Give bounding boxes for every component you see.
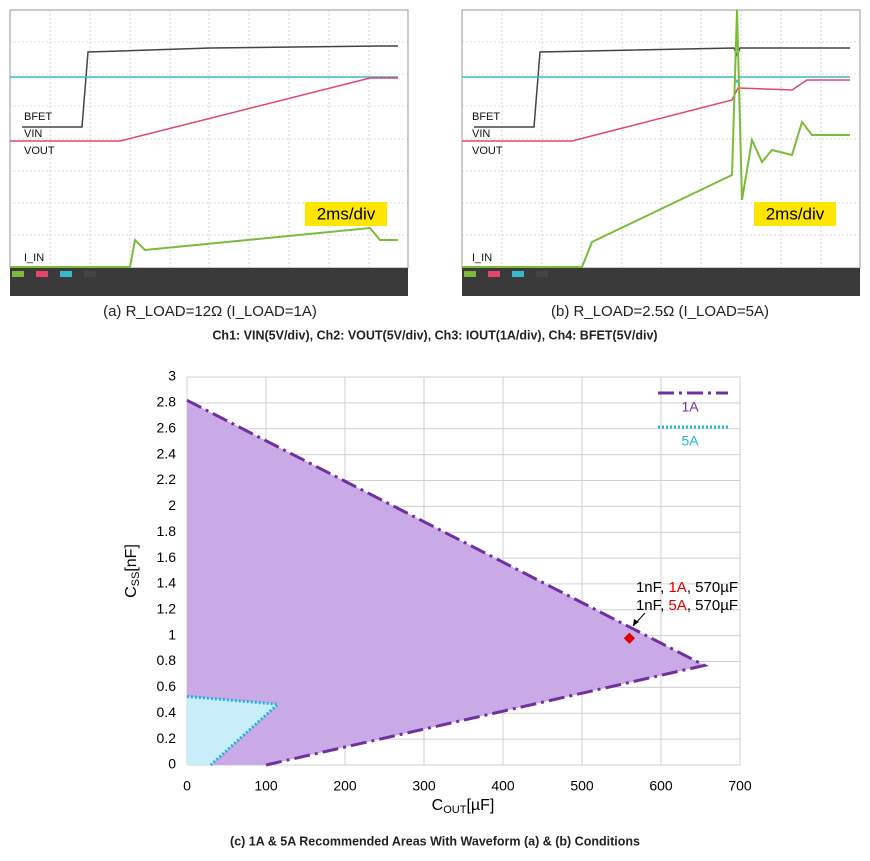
boundary-line bbox=[186, 398, 709, 767]
trace-label: I_IN bbox=[24, 252, 44, 264]
axis-title: CSS[nF] bbox=[123, 544, 142, 598]
y-tick-label: 2 bbox=[168, 497, 176, 513]
timebase: 2ms/div bbox=[317, 204, 376, 223]
x-tick-label: 100 bbox=[254, 778, 278, 794]
y-tick-label: 0.2 bbox=[157, 730, 177, 746]
axis-title-part: C bbox=[432, 797, 444, 814]
caption-b: (b) R_LOAD=2.5Ω (I_LOAD=5A) bbox=[551, 303, 769, 320]
y-tick-label: 2.6 bbox=[157, 419, 177, 435]
y-tick-label: 0.6 bbox=[157, 678, 177, 694]
y-tick-label: 2.4 bbox=[157, 445, 177, 461]
axis-title-part: SS bbox=[130, 572, 142, 587]
y-tick-label: 3 bbox=[168, 368, 176, 384]
axis-title-part: C bbox=[123, 586, 140, 598]
annotation-part: , 570µF bbox=[687, 597, 738, 614]
annotation: 1nF, 1A, 570µF bbox=[636, 579, 738, 596]
x-tick-label: 700 bbox=[728, 778, 752, 794]
y-tick-label: 0.4 bbox=[157, 704, 177, 720]
trace-label: BFET bbox=[24, 111, 52, 123]
x-tick-label: 200 bbox=[333, 778, 357, 794]
y-tick-label: 1.4 bbox=[157, 575, 177, 591]
y-tick-label: 2.8 bbox=[157, 394, 177, 410]
y-tick-label: 1.6 bbox=[157, 549, 177, 565]
annotation-part: , 570µF bbox=[687, 579, 738, 596]
x-tick-label: 400 bbox=[491, 778, 515, 794]
x-tick-label: 500 bbox=[570, 778, 594, 794]
annotation-part: 5A bbox=[668, 597, 686, 614]
y-tick-label: 1.2 bbox=[157, 601, 177, 617]
x-tick-label: 600 bbox=[649, 778, 673, 794]
legend-label: 5A bbox=[681, 433, 699, 449]
y-tick-label: 1.8 bbox=[157, 523, 177, 539]
trace-label: VIN bbox=[472, 128, 490, 140]
y-tick-label: 0.8 bbox=[157, 652, 177, 668]
caption-a: (a) R_LOAD=12Ω (I_LOAD=1A) bbox=[103, 303, 317, 320]
chart: 0 100 200 300 400 500 600 700 0 0.2 0.4 0.6 0.8 1 1.2 1… bbox=[123, 368, 752, 849]
scope-b: BFET VIN VOUT I_IN 2ms/div bbox=[461, 9, 861, 296]
y-tick-label: 2.2 bbox=[157, 471, 177, 487]
axis-title-part: OUT bbox=[443, 804, 467, 816]
axis-title-part: [µF] bbox=[466, 797, 494, 814]
trace-label: VIN bbox=[24, 128, 42, 140]
x-tick-label: 300 bbox=[412, 778, 436, 794]
timebase: 2ms/div bbox=[766, 204, 825, 223]
area bbox=[187, 400, 705, 765]
channels-caption: Ch1: VIN(5V/div), Ch2: VOUT(5V/div), Ch3… bbox=[212, 328, 657, 342]
annotation: 1nF, 5A, 570µF bbox=[636, 597, 738, 614]
x-tick-label: 0 bbox=[183, 778, 191, 794]
y-tick-label: 0 bbox=[168, 756, 176, 772]
axis-title-part: [nF] bbox=[123, 544, 140, 572]
trace-label: BFET bbox=[472, 111, 500, 123]
arrow-head bbox=[633, 619, 639, 626]
trace-label: VOUT bbox=[472, 145, 503, 157]
y-tick-label: 1 bbox=[168, 626, 176, 642]
trace-label: I_IN bbox=[472, 252, 492, 264]
legend-label: 1A bbox=[681, 399, 699, 415]
axis-title: COUT[µF] bbox=[432, 797, 495, 816]
trace-label: VOUT bbox=[24, 145, 55, 157]
marker bbox=[623, 632, 636, 644]
annotation-part: 1nF, bbox=[636, 579, 669, 596]
annotation-part: 1A bbox=[668, 579, 686, 596]
scope-a: BFET VIN VOUT I_IN 2ms/div bbox=[9, 9, 409, 296]
area bbox=[187, 696, 278, 765]
annotation-part: 1nF, bbox=[636, 597, 669, 614]
chart-title: (c) 1A & 5A Recommended Areas With Wavef… bbox=[230, 834, 640, 848]
